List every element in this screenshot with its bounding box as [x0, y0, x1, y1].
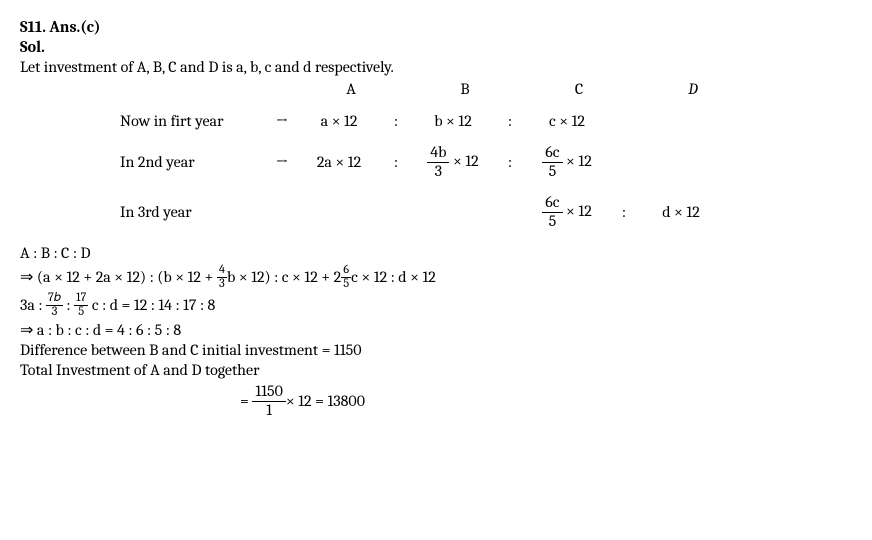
- year1-row: Now in firt year → a × 12 : b × 12 : c ×…: [20, 112, 852, 130]
- expansion-line: ⇒ (a × 12 + 2a × 12) : (b × 12 + 43b × 1…: [20, 264, 852, 290]
- y1-C: c × 12: [522, 112, 612, 130]
- ratio-heading: A : B : C : D: [20, 244, 852, 262]
- y3-D: d × 12: [636, 203, 726, 221]
- intro-text: Let investment of A, B, C and D is a, b,…: [20, 58, 852, 76]
- year3-label: In 3rd year: [20, 203, 270, 221]
- question-id: S11. Ans.(c): [20, 18, 852, 36]
- y3-C: 6c5 × 12: [522, 194, 612, 230]
- solution-label: Sol.: [20, 38, 852, 56]
- difference-line: Difference between B and C initial inves…: [20, 341, 852, 359]
- col-A: A: [294, 80, 408, 98]
- y2-A: 2a × 12: [294, 153, 384, 171]
- ratio-result: ⇒ a : b : c : d = 4 : 6 : 5 : 8: [20, 320, 852, 339]
- arrow-icon: →: [270, 112, 294, 130]
- y1-B: b × 12: [408, 112, 498, 130]
- colon-sep: :: [498, 153, 522, 171]
- year2-label: In 2nd year: [20, 153, 270, 171]
- col-B: B: [408, 80, 522, 98]
- colon-sep: :: [498, 112, 522, 130]
- y1-A: a × 12: [294, 112, 384, 130]
- total-label-line: Total Investment of A and D together: [20, 361, 852, 379]
- year3-row: In 3rd year 6c5 × 12 : d × 12: [20, 194, 852, 230]
- final-equation: = 11501 × 12 = 13800: [20, 383, 852, 419]
- colon-sep: :: [612, 203, 636, 221]
- arrow-icon: →: [270, 153, 294, 171]
- y2-C: 6c5 × 12: [522, 144, 612, 180]
- colon-sep: :: [384, 153, 408, 171]
- y2-B: 4b3 × 12: [408, 144, 498, 180]
- col-C: C: [522, 80, 636, 98]
- year2-row: In 2nd year → 2a × 12 : 4b3 × 12 : 6c5 ×…: [20, 144, 852, 180]
- year1-label: Now in firt year: [20, 112, 270, 130]
- col-D: D: [636, 80, 750, 98]
- colon-sep: :: [384, 112, 408, 130]
- simplify-line: 3a : 7𝑏3 : 175 c : d = 12 : 14 : 17 : 8: [20, 292, 852, 318]
- column-header-row: A B C D: [20, 80, 852, 98]
